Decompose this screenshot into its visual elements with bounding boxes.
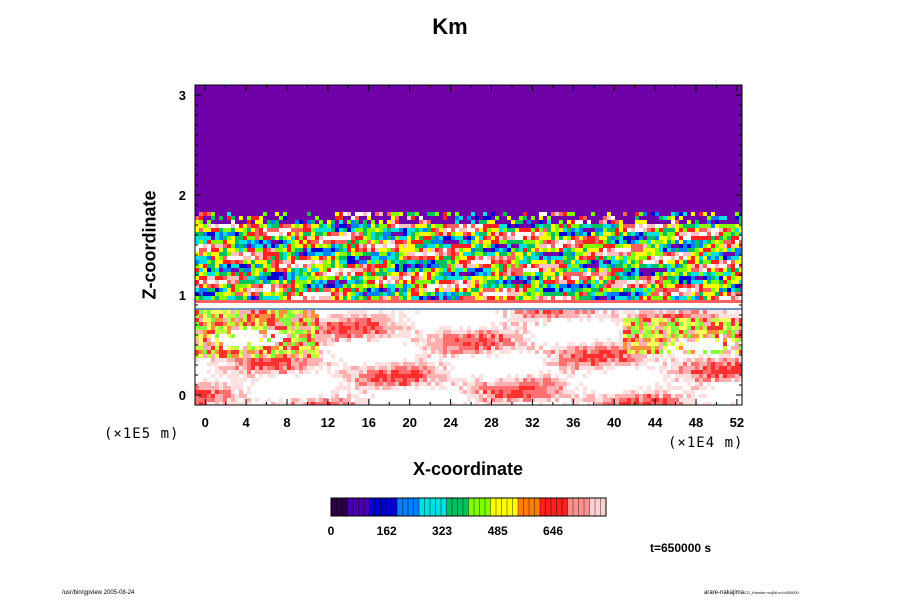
colorbar-segment xyxy=(501,498,508,516)
colorbar-segment xyxy=(419,498,425,516)
x-tick-label: 16 xyxy=(362,415,376,430)
y-axis-label: Z-coordinate xyxy=(139,190,160,300)
colorbar-tick-label: 0 xyxy=(328,524,335,538)
y-scale-note: (×1E5 m) xyxy=(104,426,180,442)
colorbar-segment xyxy=(529,498,535,516)
colorbar-segment xyxy=(342,498,348,516)
colorbar-segment xyxy=(584,498,590,516)
colorbar-segment xyxy=(369,498,376,516)
colorbar-segment xyxy=(496,498,502,516)
x-tick-label: 52 xyxy=(730,415,744,430)
colorbar-segment xyxy=(573,498,579,516)
x-axis-label: X-coordinate xyxy=(412,459,523,479)
x-tick-label: 4 xyxy=(243,415,251,430)
y-tick-label: 3 xyxy=(179,88,186,103)
colorbar-segment xyxy=(595,498,601,516)
colorbar-segment xyxy=(512,498,519,516)
time-label: t=650000 s xyxy=(650,541,712,555)
colorbar-segment xyxy=(331,498,337,516)
colorbar-segment xyxy=(490,498,497,516)
colorbar-segment xyxy=(413,498,420,516)
footer-command: /usr/bin/gpview 2005-08-24 xyxy=(62,590,135,596)
colorbar-segment xyxy=(479,498,486,516)
x-tick-label: 40 xyxy=(607,415,621,430)
colorbar-segment xyxy=(430,498,436,516)
colorbar: 0 162 323 485 646 xyxy=(328,497,607,538)
x-tick-label: 8 xyxy=(283,415,290,430)
colorbar-segment xyxy=(551,498,557,516)
x-tick-label: 48 xyxy=(689,415,703,430)
colorbar-segment xyxy=(402,498,409,516)
colorbar-segment xyxy=(408,498,414,516)
x-scale-note: (×1E4 m) xyxy=(668,435,744,451)
colorbar-segment xyxy=(540,498,546,516)
colorbar-segment xyxy=(336,498,343,516)
x-tick-label: 0 xyxy=(202,415,209,430)
y-axis: 0 1 2 3 xyxy=(179,88,742,403)
colorbar-segment xyxy=(463,498,469,516)
colorbar-segment xyxy=(364,498,370,516)
upper-layer xyxy=(195,85,742,228)
colorbar-segment xyxy=(353,498,359,516)
colorbar-segment xyxy=(545,498,552,516)
colorbar-segment xyxy=(523,498,530,516)
thin-layer-edge-lower xyxy=(195,308,742,310)
colorbar-segment xyxy=(518,498,524,516)
colorbar-segment xyxy=(386,498,392,516)
colorbar-segment xyxy=(600,498,607,516)
chart-title: Km xyxy=(432,14,468,39)
colorbar-segment xyxy=(556,498,563,516)
colorbar-tick-label: 323 xyxy=(432,524,452,538)
colorbar-segment xyxy=(446,498,453,516)
colorbar-tick-label: 646 xyxy=(543,524,563,538)
colorbar-tick-label: 485 xyxy=(488,524,508,538)
colorbar-segment xyxy=(507,498,513,516)
colorbar-segment xyxy=(567,498,574,516)
y-tick-label: 2 xyxy=(179,188,186,203)
y-tick-label: 1 xyxy=(179,288,186,303)
colorbar-segment xyxy=(485,498,491,516)
footer-source: arare-nakajimaCO_Kessler.nc@Km,t=650000 xyxy=(704,590,799,596)
colorbar-frame xyxy=(330,497,607,517)
colorbar-segment xyxy=(457,498,464,516)
colorbar-segment xyxy=(397,498,403,516)
x-tick-label: 12 xyxy=(321,415,335,430)
turbulent-band xyxy=(195,212,742,300)
thin-layer xyxy=(195,303,742,308)
colorbar-segment xyxy=(380,498,387,516)
thin-layer-edge xyxy=(195,300,742,303)
colorbar-segment xyxy=(562,498,568,516)
colorbar-segment xyxy=(589,498,596,516)
colorbar-segment xyxy=(435,498,442,516)
colorbar-segment xyxy=(468,498,475,516)
x-tick-label: 28 xyxy=(484,415,498,430)
footer-file: CO_Kessler.nc@Km,t=650000 xyxy=(744,590,799,595)
y-tick-label: 0 xyxy=(179,388,186,403)
colorbar-segment xyxy=(452,498,458,516)
x-tick-label: 36 xyxy=(566,415,580,430)
colorbar-tick-label: 162 xyxy=(377,524,397,538)
lower-layer xyxy=(195,310,742,405)
heatmap-field xyxy=(195,85,742,405)
footer-author: arare-nakajima xyxy=(704,590,745,596)
colorbar-segment xyxy=(358,498,365,516)
colorbar-segment xyxy=(441,498,447,516)
x-axis: 0 4 8 12 16 20 24 28 32 36 40 44 48 52 xyxy=(202,85,744,430)
x-tick-label: 24 xyxy=(443,415,458,430)
colorbar-segment xyxy=(534,498,541,516)
colorbar-segment xyxy=(391,498,398,516)
colorbar-segment xyxy=(375,498,381,516)
colorbar-segment xyxy=(347,498,354,516)
x-tick-label: 20 xyxy=(402,415,416,430)
x-tick-label: 44 xyxy=(648,415,663,430)
colorbar-segment xyxy=(578,498,585,516)
colorbar-segment xyxy=(424,498,431,516)
colorbar-segment xyxy=(474,498,480,516)
x-tick-label: 32 xyxy=(525,415,539,430)
